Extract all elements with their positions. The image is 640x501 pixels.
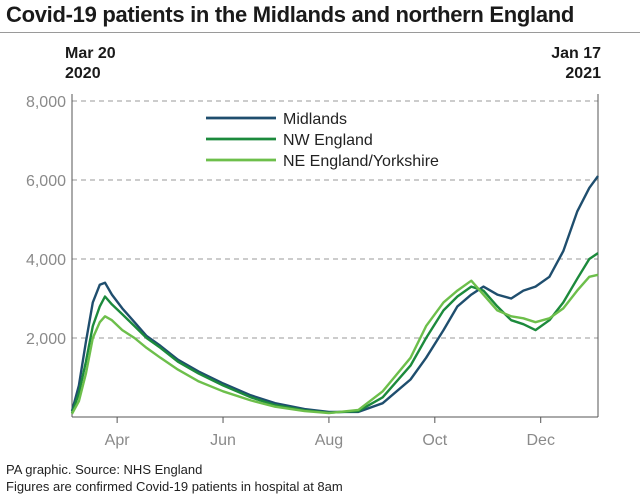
- end-date-label: Jan 17: [551, 45, 601, 62]
- series-line-midlands: [70, 175, 599, 414]
- series-lines: [70, 175, 599, 415]
- y-tick-label: 8,000: [26, 94, 66, 111]
- legend: Midlands NW England NE England/Yorkshire: [206, 111, 439, 170]
- start-date-label: Mar 20: [65, 45, 116, 62]
- legend-label: NW England: [283, 132, 373, 149]
- y-tick-label: 4,000: [26, 252, 66, 269]
- y-tick-label: 6,000: [26, 173, 66, 190]
- x-tick-label: Oct: [422, 432, 447, 449]
- gridlines: [72, 100, 598, 339]
- x-tick-label: Jun: [210, 432, 236, 449]
- chart-title: Covid-19 patients in the Midlands and no…: [6, 2, 575, 27]
- end-date-label: 2021: [565, 65, 601, 82]
- y-tick-label: 2,000: [26, 331, 66, 348]
- source-note: PA graphic. Source: NHS England: [6, 462, 203, 477]
- x-tick-label: Dec: [526, 432, 554, 449]
- start-date-label: 2020: [65, 65, 101, 82]
- x-axis: Apr Jun Aug Oct Dec: [71, 94, 599, 449]
- legend-label: Midlands: [283, 111, 347, 128]
- x-tick-label: Apr: [105, 432, 131, 449]
- x-tick-label: Aug: [315, 432, 343, 449]
- y-axis-ticks: 2,000 4,000 6,000 8,000: [26, 94, 66, 348]
- title-divider: [0, 32, 640, 33]
- chart-footer: PA graphic. Source: NHS England Figures …: [6, 461, 343, 495]
- series-line-ne-england-yorkshire: [70, 273, 599, 415]
- series-line-nw-england: [70, 252, 599, 414]
- range-labels: Mar 20 2020 Jan 17 2021: [65, 45, 601, 82]
- data-note: Figures are confirmed Covid-19 patients …: [6, 479, 343, 494]
- legend-label: NE England/Yorkshire: [283, 153, 439, 170]
